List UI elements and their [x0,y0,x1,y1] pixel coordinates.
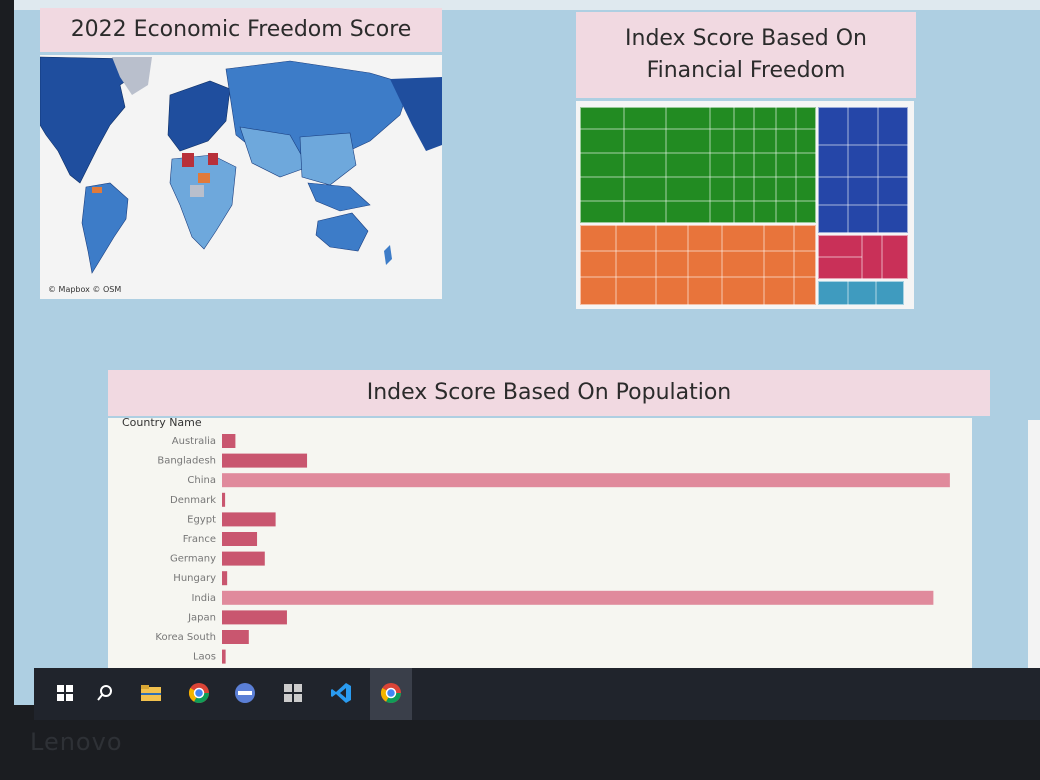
file-explorer-icon[interactable] [138,680,164,706]
bar-japan[interactable] [222,610,287,625]
bar-laos[interactable] [222,649,226,664]
window-top-strip [14,0,1040,10]
bar-label-hungary: Hungary [173,573,216,584]
world-map-svg [39,56,442,274]
search-icon[interactable] [92,680,118,706]
bar-chart-title: Index Score Based On Population [108,370,990,416]
bar-china[interactable] [222,473,950,488]
chrome-icon-active[interactable] [378,680,404,706]
bar-egypt[interactable] [222,512,276,527]
map-region-europe [167,80,231,152]
map-region-nz [384,245,392,265]
chrome-icon[interactable] [186,680,212,706]
bar-label-australia: Australia [172,436,216,447]
panel-right-strip [1028,420,1040,705]
treemap-tile-green[interactable] [580,107,816,223]
bar-denmark[interactable] [222,492,226,507]
map-region-central-asia [239,126,309,178]
treemap-title: Index Score Based On Financial Freedom [576,12,916,98]
map-region-grey-1 [190,185,204,197]
map-region-pacific-right [390,77,442,151]
windows-taskbar [34,668,1040,720]
world-map[interactable]: © Mapbox © OSM [39,55,442,299]
bar-label-india: India [191,593,216,604]
map-region-australia [315,212,369,252]
bar-label-denmark: Denmark [170,495,216,506]
map-region-south-america [81,182,129,274]
population-bar-chart[interactable]: Country Name Australia Bangladesh China Den… [108,416,972,705]
bar-label-japan: Japan [187,612,216,623]
bar-hungary[interactable] [222,571,228,586]
bar-label-china: China [187,475,216,486]
windows-start-icon[interactable] [52,680,78,706]
bar-australia[interactable] [222,434,236,448]
bar-chart-ylabel: Country Name [122,418,202,429]
map-region-red-1 [182,153,194,167]
vscode-icon[interactable] [328,680,354,706]
bar-label-egypt: Egypt [187,514,216,525]
map-title: 2022 Economic Freedom Score [40,8,442,52]
bar-bangladesh[interactable] [222,453,308,468]
bar-label-france: France [183,534,216,545]
map-region-africa [169,154,237,250]
bar-label-laos: Laos [193,652,216,663]
bar-chart-svg: Country Name Australia Bangladesh China Den… [122,416,955,683]
treemap-tile-orange[interactable] [580,225,816,305]
map-region-greenland [112,57,152,95]
treemap-tile-teal[interactable] [818,281,904,305]
treemap-tile-crimson[interactable] [818,235,908,279]
treemap-tile-blue[interactable] [818,107,908,233]
map-region-east-asia [299,132,357,186]
map-region-se-asia [307,182,371,212]
device-brand-logo: Lenovo [30,728,123,756]
monitor-screen: 2022 Economic Freedom Score [14,0,1040,705]
map-credit[interactable]: © Mapbox © OSM [48,285,122,294]
treemap-title-line2: Financial Freedom [646,58,846,83]
bar-label-bangladesh: Bangladesh [157,456,216,467]
map-region-red-2 [208,153,218,165]
bar-india[interactable] [222,590,934,605]
bar-france[interactable] [222,532,258,546]
bar-label-germany: Germany [170,554,216,565]
tiles-app-icon[interactable] [280,680,306,706]
map-region-orange-2 [92,187,102,193]
bar-germany[interactable] [222,551,265,566]
app-icon[interactable] [232,680,258,706]
bar-label-korea-south: Korea South [155,632,216,643]
bar-korea-south[interactable] [222,630,249,644]
map-region-orange-1 [198,173,210,183]
financial-freedom-treemap[interactable] [576,101,914,309]
treemap-title-line1: Index Score Based On [625,26,867,52]
